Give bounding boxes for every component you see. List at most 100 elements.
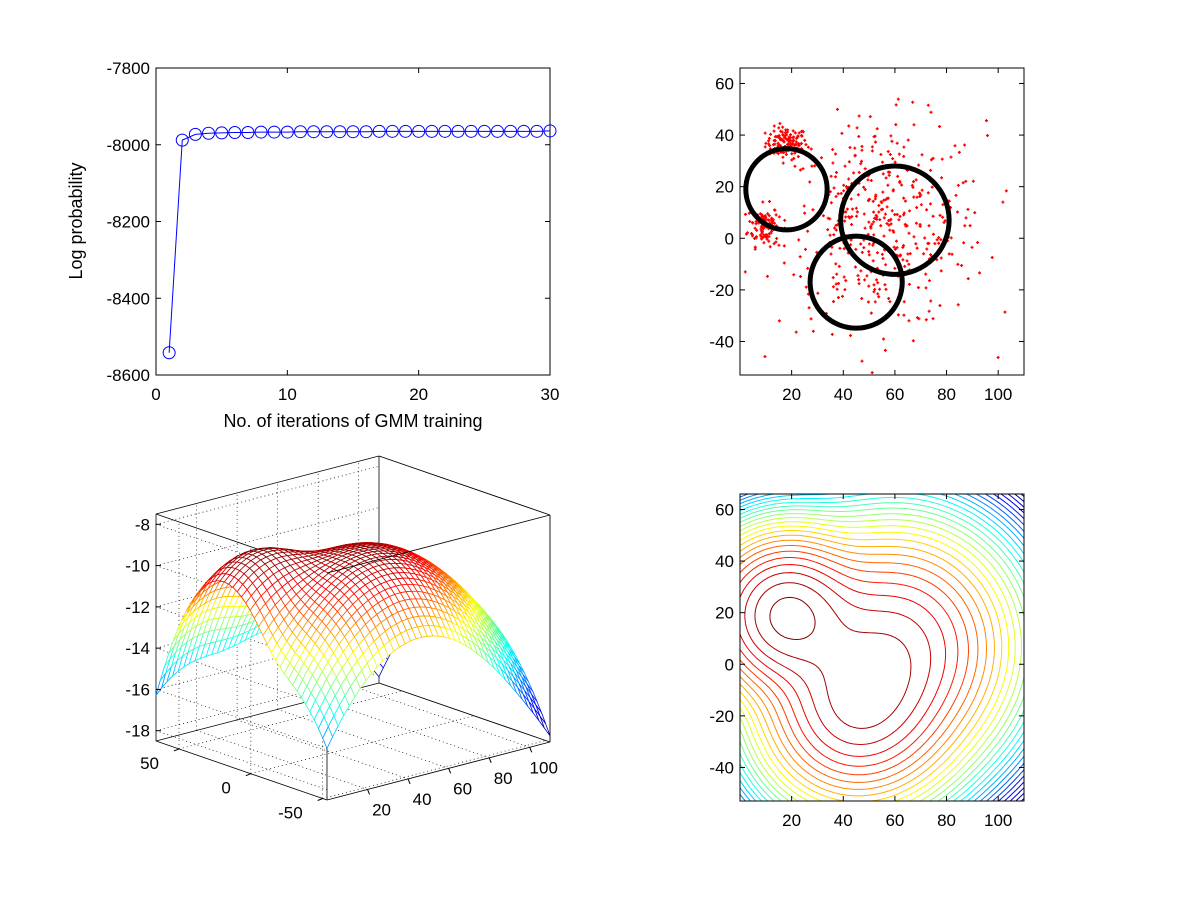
data-point (896, 174, 900, 178)
data-point (811, 329, 815, 333)
contour-level (739, 507, 1025, 802)
data-point (763, 355, 767, 359)
data-point (860, 148, 864, 152)
data-point (903, 264, 907, 268)
data-point (837, 281, 841, 285)
contour-level (739, 493, 1025, 802)
data-point (833, 226, 837, 230)
data-point (834, 152, 838, 156)
panel2-axes-box (739, 67, 1025, 376)
data-point (863, 226, 867, 230)
data-point (792, 156, 796, 160)
data-point (882, 216, 886, 220)
x-tick-label: 20 (782, 811, 801, 830)
data-point (869, 226, 873, 230)
data-point-marker (517, 124, 531, 138)
data-point (857, 170, 861, 174)
data-point (835, 272, 839, 276)
data-point-marker (175, 133, 189, 147)
data-point (961, 181, 965, 185)
x-tick-mark (367, 789, 371, 795)
x-tick-label: 60 (885, 811, 904, 830)
data-point (933, 242, 937, 246)
contour-panel: 20 40 60 80 100 -40 -20 0 20 40 60 (709, 493, 1025, 830)
data-point (907, 262, 911, 266)
data-point (930, 185, 934, 189)
data-point-marker (254, 125, 268, 139)
x-tick-label: 20 (409, 385, 428, 404)
data-point (914, 221, 918, 225)
data-point (877, 295, 881, 299)
data-point (743, 212, 747, 216)
data-point (856, 193, 860, 197)
data-point (905, 259, 909, 263)
data-point (843, 288, 847, 292)
data-point (834, 170, 838, 174)
data-point-marker (490, 124, 504, 138)
data-point (885, 196, 889, 200)
data-point (895, 141, 899, 145)
data-point (830, 332, 834, 336)
data-point (929, 110, 933, 114)
contour-level (769, 596, 816, 640)
data-point (956, 262, 960, 266)
data-point (800, 129, 804, 133)
data-point (750, 232, 754, 236)
data-point (889, 222, 893, 226)
data-point (935, 238, 939, 242)
panel1-ticks: 0 10 20 30 -8600 -8400 -8200 -8000 -7800 (107, 59, 560, 404)
surface-cell (539, 716, 551, 737)
data-point (902, 145, 906, 149)
contour-level (739, 525, 1010, 802)
data-point (957, 150, 961, 154)
data-point (777, 243, 781, 247)
y-tick-label: 40 (715, 126, 734, 145)
data-point (842, 183, 846, 187)
data-point (911, 180, 915, 184)
data-point (893, 266, 897, 270)
data-point (869, 311, 873, 315)
data-point (872, 283, 876, 287)
data-point (859, 269, 863, 273)
data-point (984, 119, 988, 123)
contour-level (739, 502, 1025, 802)
data-point (783, 218, 787, 222)
data-point (895, 246, 899, 250)
data-point-marker (372, 124, 386, 138)
x-tick-label: 80 (494, 769, 513, 788)
data-point (765, 274, 769, 278)
data-point (911, 185, 915, 189)
data-point (777, 215, 781, 219)
data-point (888, 300, 892, 304)
data-point (857, 135, 861, 139)
data-point-marker (412, 124, 426, 138)
data-point (900, 183, 904, 187)
data-point (887, 223, 891, 227)
data-point (926, 103, 930, 107)
data-point (906, 138, 910, 142)
data-point (871, 199, 875, 203)
y-tick-label: 60 (715, 74, 734, 93)
data-point (809, 317, 813, 321)
data-point (835, 287, 839, 291)
data-point (796, 155, 800, 159)
data-point (792, 138, 796, 142)
data-point (938, 213, 942, 217)
data-point (784, 152, 788, 156)
data-point (777, 319, 781, 323)
data-point (866, 300, 870, 304)
data-point (843, 164, 847, 168)
data-point (889, 134, 893, 138)
x-tick-mark (488, 757, 492, 764)
data-point (973, 211, 977, 215)
data-point (849, 243, 853, 247)
data-point (894, 103, 898, 107)
data-point (956, 303, 960, 307)
data-point (867, 242, 871, 246)
data-point-marker (228, 125, 242, 139)
data-point (792, 135, 796, 139)
data-point (798, 168, 802, 172)
data-point (925, 208, 929, 212)
x-tick-label: 40 (413, 790, 432, 809)
data-point (953, 144, 957, 148)
